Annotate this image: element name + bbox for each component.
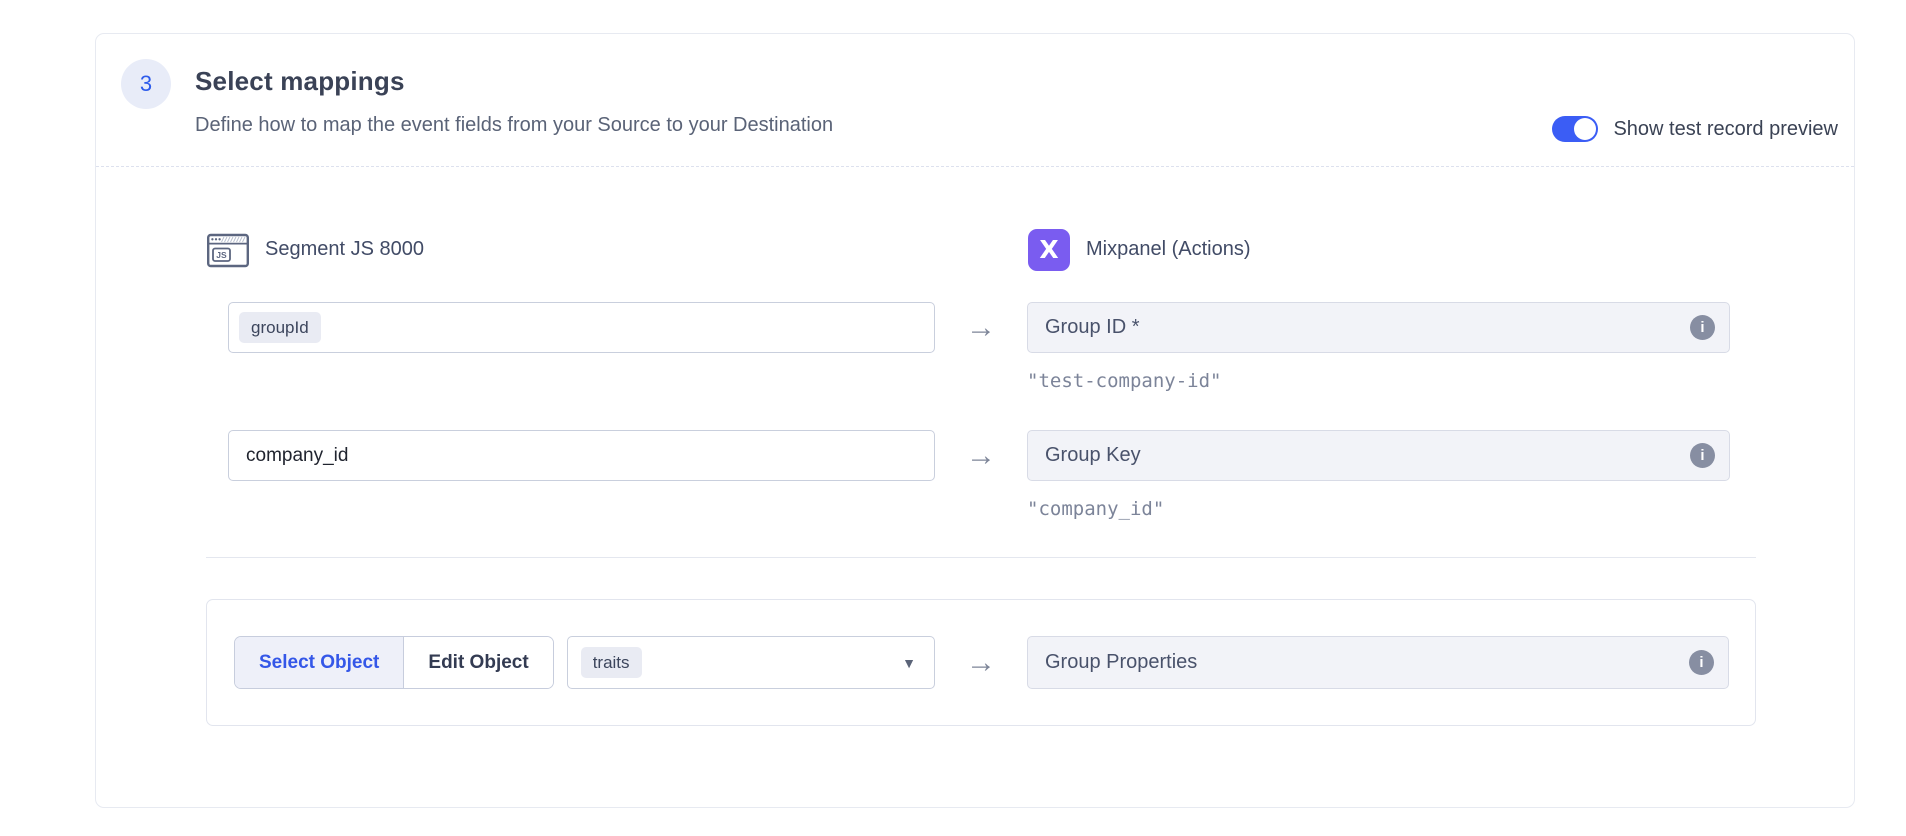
page-title: Select mappings (195, 66, 405, 96)
chevron-down-icon: ▼ (902, 654, 916, 671)
source-field-input[interactable]: company_id (228, 430, 935, 481)
test-record-preview-control: Show test record preview (1552, 59, 1838, 142)
card-header: 3 Select mappings Define how to map the … (96, 34, 1854, 167)
arrow-right-icon: → (966, 310, 996, 344)
destination-field-button[interactable]: Group Key i (1027, 430, 1730, 481)
select-mappings-card: 3 Select mappings Define how to map the … (95, 33, 1855, 808)
page-subtitle: Define how to map the event fields from … (195, 114, 834, 136)
source-header: JS Segment JS 8000 (206, 226, 935, 273)
svg-text:JS: JS (216, 249, 227, 259)
source-field-input[interactable]: groupId (228, 302, 935, 353)
mapping-source-cell: groupId (206, 302, 935, 353)
object-token-chip: traits (580, 647, 642, 678)
mapping-source-cell: company_id (206, 430, 935, 481)
connections-header-row: JS Segment JS 8000 X Mixpanel (Actions) (206, 226, 1756, 273)
browser-js-icon: JS (206, 228, 250, 272)
source-token-chip: groupId (239, 312, 321, 343)
destination-field-label: Group ID * (1045, 316, 1140, 338)
section-divider (206, 557, 1756, 558)
arrow-right-icon: → (966, 645, 996, 679)
destination-field-label: Group Key (1045, 444, 1141, 466)
header-titles: Select mappings Define how to map the ev… (195, 59, 833, 137)
mapping-destination-cell: Group Key i "company_id" (1027, 430, 1756, 520)
info-icon[interactable]: i (1690, 443, 1715, 468)
show-test-record-toggle[interactable] (1552, 116, 1599, 142)
object-controls: Select Object Edit Object traits ▼ (234, 636, 935, 689)
destination-name: Mixpanel (Actions) (1086, 238, 1251, 260)
edit-object-button[interactable]: Edit Object (404, 637, 553, 688)
toggle-knob (1574, 118, 1597, 140)
mapping-row: groupId → Group ID * i "test-company-id" (206, 302, 1756, 392)
destination-header: X Mixpanel (Actions) (1027, 226, 1756, 273)
mappings-section: JS Segment JS 8000 X Mixpanel (Actions) … (206, 226, 1756, 726)
mixpanel-glyph: X (1028, 228, 1070, 271)
select-object-button[interactable]: Select Object (235, 637, 405, 688)
object-mode-segmented-control: Select Object Edit Object (234, 636, 554, 689)
object-mapping-row: Select Object Edit Object traits ▼ → Gro… (207, 636, 1755, 689)
mixpanel-icon: X (1027, 228, 1071, 272)
object-mapping-box: Select Object Edit Object traits ▼ → Gro… (206, 599, 1756, 726)
mapping-arrow-cell: → (935, 636, 1027, 689)
test-record-preview-value: "test-company-id" (1027, 370, 1222, 392)
info-icon[interactable]: i (1690, 315, 1715, 340)
object-select-dropdown[interactable]: traits ▼ (566, 636, 935, 689)
mapping-destination-cell: Group ID * i "test-company-id" (1027, 302, 1756, 392)
test-record-preview-value: "company_id" (1027, 498, 1165, 520)
destination-field-button[interactable]: Group Properties i (1027, 636, 1729, 689)
source-name: Segment JS 8000 (265, 238, 424, 260)
step-number-badge: 3 (121, 59, 171, 109)
mapping-arrow-cell: → (935, 302, 1027, 353)
mapping-arrow-cell: → (935, 430, 1027, 481)
mapping-destination-cell: Group Properties i (1027, 636, 1755, 689)
arrow-right-icon: → (966, 438, 996, 472)
info-icon[interactable]: i (1689, 650, 1714, 675)
toggle-label: Show test record preview (1613, 117, 1838, 140)
destination-field-button[interactable]: Group ID * i (1027, 302, 1730, 353)
mapping-row: company_id → Group Key i "company_id" (206, 430, 1756, 520)
destination-field-label: Group Properties (1045, 651, 1198, 673)
step-number: 3 (139, 71, 153, 96)
